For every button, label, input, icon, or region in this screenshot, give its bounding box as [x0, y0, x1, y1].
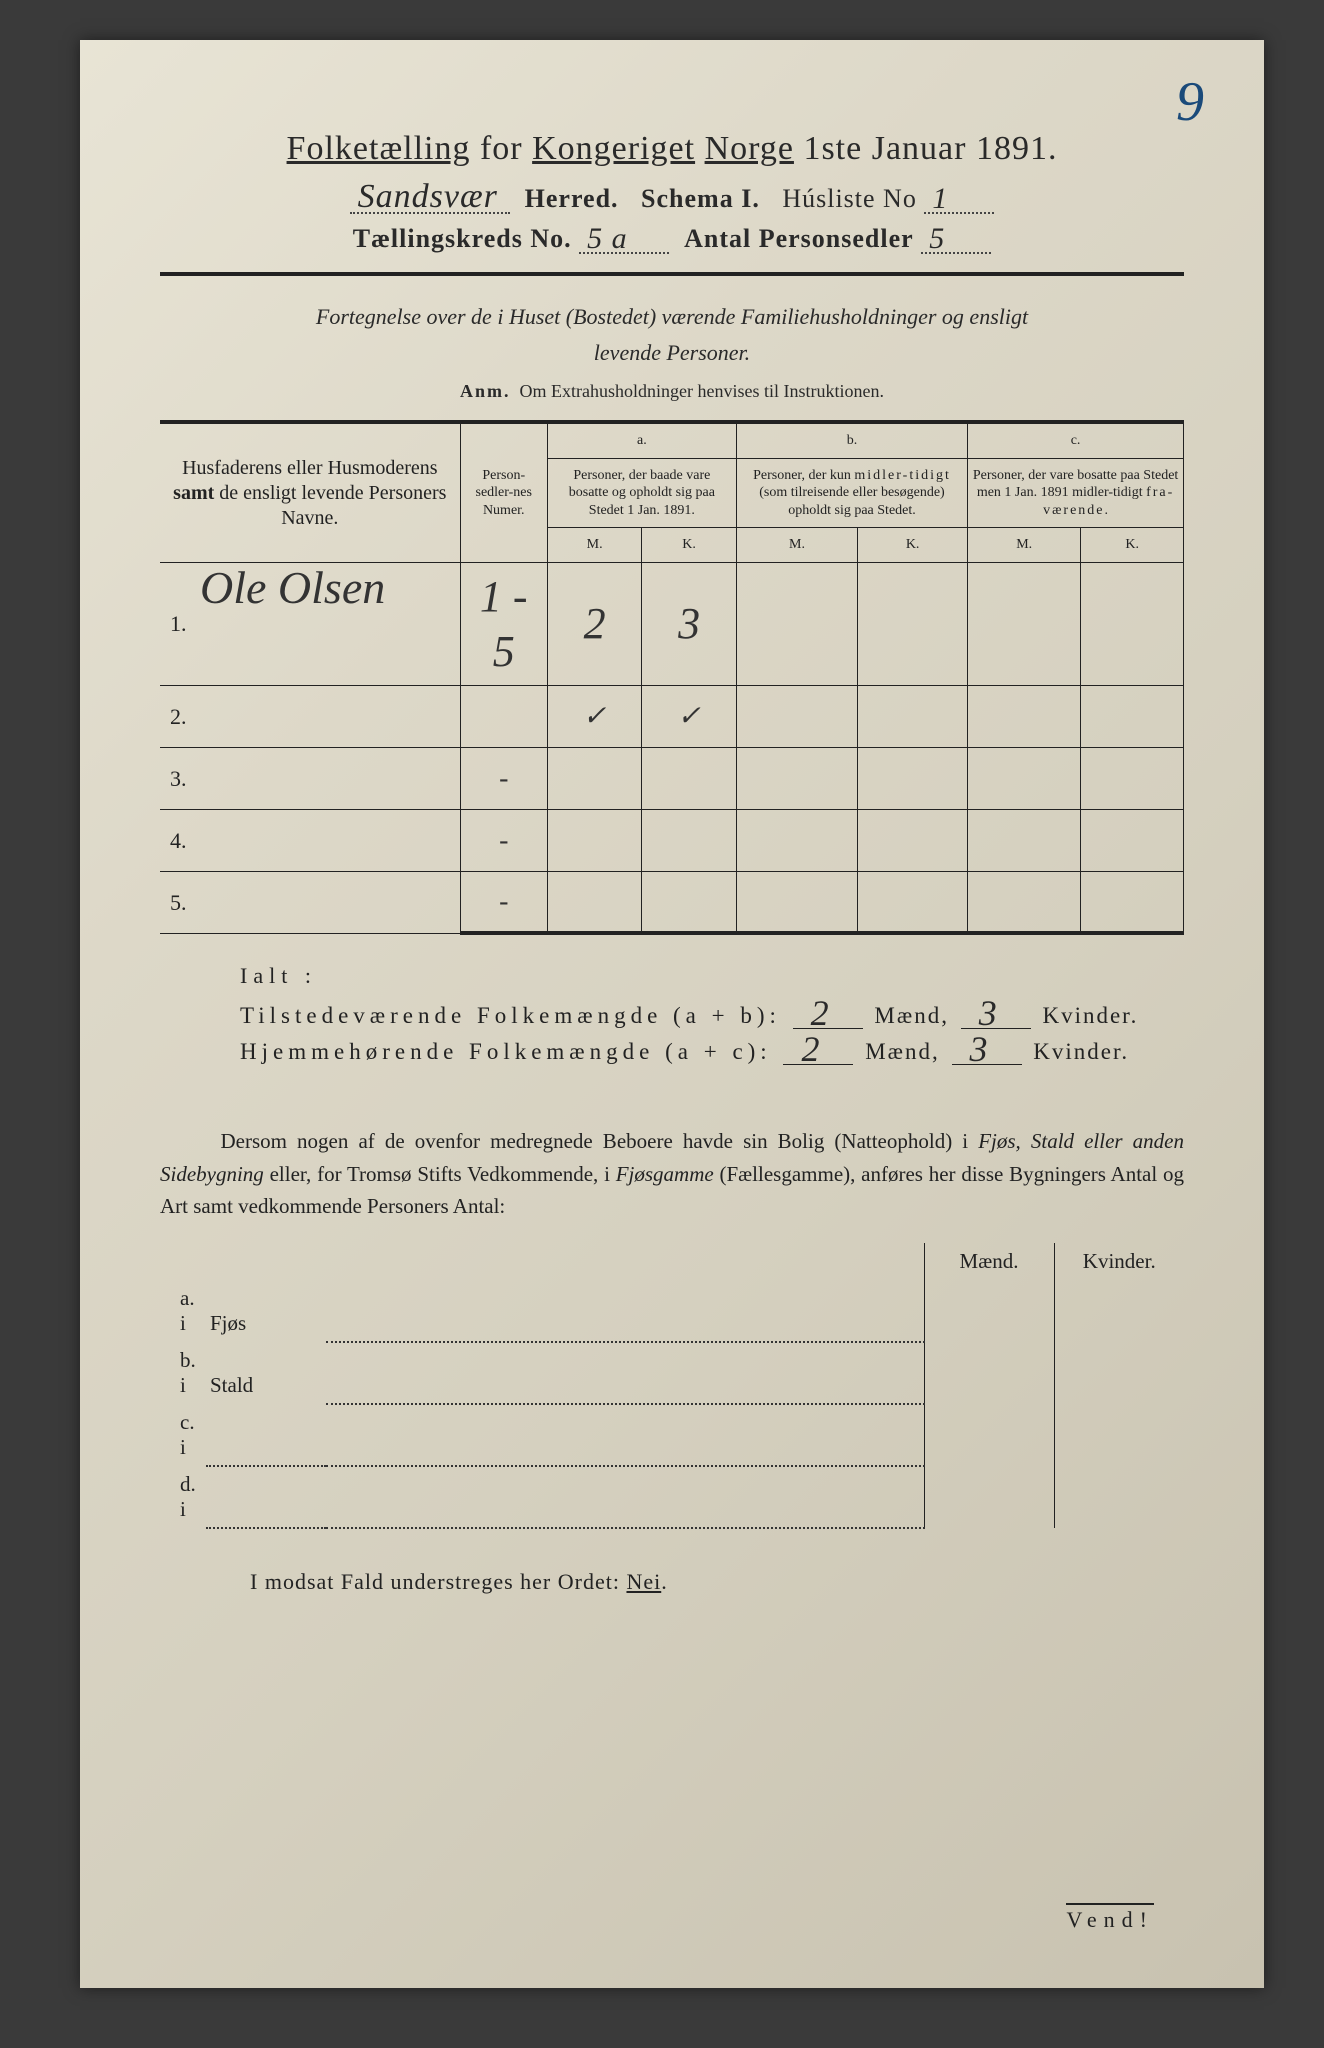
- col-b-head: b.: [736, 422, 967, 458]
- lower-row: c. i: [160, 1404, 1184, 1466]
- divider-rule-1: [160, 272, 1184, 276]
- row-1-bk: [858, 562, 968, 685]
- herred-label: Herred.: [525, 184, 619, 213]
- table-row: 3. -: [160, 747, 1184, 809]
- row-3-name: 3.: [160, 747, 460, 809]
- row-2-name: 2.: [160, 685, 460, 747]
- sum1-k-field: 3: [961, 999, 1031, 1029]
- row-2-bm: [736, 685, 857, 747]
- main-table: Husfaderens eller Husmoderens samt de en…: [160, 420, 1184, 935]
- kreds-field: 5 a: [579, 226, 669, 254]
- herred-value: Sandsvær: [358, 178, 498, 216]
- col-names-header: Husfaderens eller Husmoderens samt de en…: [160, 422, 460, 562]
- col-c-desc: Personer, der vare bosatte paa Stedet me…: [968, 458, 1184, 528]
- intro-text-2: levende Personer.: [160, 338, 1184, 368]
- row-5-name: 5.: [160, 871, 460, 933]
- sum-line-1: Tilstedeværende Folkemængde (a + b): 2 M…: [240, 999, 1184, 1029]
- col-a-head: a.: [547, 422, 736, 458]
- row-1-ak: 3: [642, 562, 737, 685]
- col-a-m: M.: [547, 528, 642, 563]
- col-c-head: c.: [968, 422, 1184, 458]
- person-field: 5: [921, 226, 991, 254]
- col-a-k: K.: [642, 528, 737, 563]
- intro-text-1: Fortegnelse over de i Huset (Bostedet) v…: [160, 302, 1184, 332]
- kreds-value: 5 a: [587, 222, 628, 256]
- row-2-ak: ✓: [642, 685, 737, 747]
- ialt-block: Ialt : Tilstedeværende Folkemængde (a + …: [240, 963, 1184, 1065]
- sum-line-2: Hjemmehørende Folkemængde (a + c): 2 Mæn…: [240, 1035, 1184, 1065]
- col-b-k: K.: [858, 528, 968, 563]
- table-row: 2. ✓ ✓: [160, 685, 1184, 747]
- row-1-cm: [968, 562, 1081, 685]
- herred-field: Sandsvær: [350, 186, 510, 214]
- row-4-numer: -: [460, 809, 547, 871]
- lower-row: a. i Fjøs: [160, 1280, 1184, 1342]
- document-title: Folketælling for Kongeriget Norge 1ste J…: [160, 130, 1184, 168]
- lower-table: Mænd. Kvinder. a. i Fjøs b. i Stald c. i: [160, 1243, 1184, 1529]
- husliste-field: 1: [924, 186, 994, 214]
- person-label: Antal Personsedler: [684, 224, 914, 253]
- row-2-bk: [858, 685, 968, 747]
- row-2-ck: [1081, 685, 1184, 747]
- table-row: 4. -: [160, 809, 1184, 871]
- row-1-name: 1. Ole Olsen: [160, 562, 460, 685]
- table-row: 1. Ole Olsen 1 - 5 2 3: [160, 562, 1184, 685]
- anm-line: Anm. Om Extrahusholdninger henvises til …: [160, 381, 1184, 402]
- col-c-m: M.: [968, 528, 1081, 563]
- header-line-2: Tællingskreds No. 5 a Antal Personsedler…: [160, 224, 1184, 254]
- row-1-bm: [736, 562, 857, 685]
- page-number-annotation: 9: [1176, 70, 1204, 134]
- vend-label: Vend!: [1066, 1903, 1154, 1933]
- anm-text: Om Extrahusholdninger henvises til Instr…: [520, 381, 884, 401]
- husliste-label: Húsliste No: [782, 184, 917, 213]
- col-b-m: M.: [736, 528, 857, 563]
- row-3-numer: -: [460, 747, 547, 809]
- lower-kvinder-head: Kvinder.: [1054, 1243, 1184, 1280]
- header-line-1: Sandsvær Herred. Schema I. Húsliste No 1: [160, 184, 1184, 214]
- paragraph-text: Dersom nogen af de ovenfor medregnede Be…: [160, 1125, 1184, 1223]
- lower-row: b. i Stald: [160, 1342, 1184, 1404]
- row-2-am: ✓: [547, 685, 642, 747]
- lower-maend-head: Mænd.: [924, 1243, 1054, 1280]
- row-1-ck: [1081, 562, 1184, 685]
- sum2-k-field: 3: [952, 1035, 1022, 1065]
- row-5-numer: -: [460, 871, 547, 933]
- col-b-desc: Personer, der kun midler-tidigt (som til…: [736, 458, 967, 528]
- kreds-label: Tællingskreds No.: [353, 224, 572, 253]
- col-numer-header: Person-sedler-nes Numer.: [460, 422, 547, 562]
- nei-line: I modsat Fald understreges her Ordet: Ne…: [250, 1569, 1184, 1595]
- row-1-am: 2: [547, 562, 642, 685]
- table-row: 5. -: [160, 871, 1184, 933]
- row-2-cm: [968, 685, 1081, 747]
- schema-label: Schema I.: [641, 184, 760, 213]
- husliste-value: 1: [932, 182, 948, 216]
- row-1-name-value: Ole Olsen: [200, 559, 385, 617]
- col-c-k: K.: [1081, 528, 1184, 563]
- anm-label: Anm.: [460, 381, 511, 401]
- sum1-m-field: 2: [793, 999, 863, 1029]
- lower-row: d. i: [160, 1466, 1184, 1528]
- ialt-title: Ialt :: [240, 963, 1184, 989]
- row-4-name: 4.: [160, 809, 460, 871]
- paper-sheet: 9 Folketælling for Kongeriget Norge 1ste…: [80, 40, 1264, 1988]
- person-value: 5: [929, 222, 945, 256]
- sum2-m-field: 2: [783, 1035, 853, 1065]
- col-a-desc: Personer, der baade vare bosatte og opho…: [547, 458, 736, 528]
- page-outer: 9 Folketælling for Kongeriget Norge 1ste…: [0, 0, 1324, 2048]
- row-1-numer: 1 - 5: [460, 562, 547, 685]
- row-2-numer: [460, 685, 547, 747]
